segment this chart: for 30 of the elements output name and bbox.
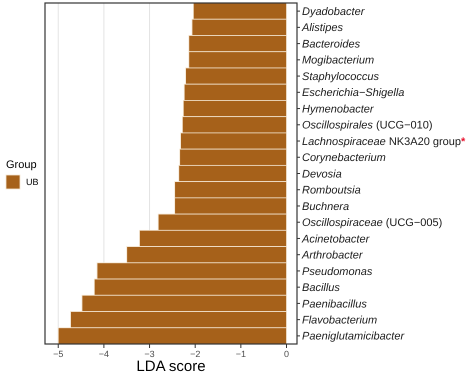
y-tick-label: Dyadobacter <box>302 6 366 18</box>
x-tick-label: 0 <box>284 349 290 359</box>
y-tick-label: Romboutsia <box>302 184 361 197</box>
x-axis-title: LDA score <box>136 358 206 374</box>
y-tick-label: Escherichia−Shigella <box>302 87 404 100</box>
y-tick-label: Arthrobacter <box>301 250 364 262</box>
legend-label: UB <box>26 177 39 188</box>
y-tick-label: Devosia <box>302 168 342 180</box>
y-tick-label: Lachnospiraceae NK3A20 group* <box>302 136 466 148</box>
y-tick-label: Oscillospiraceae (UCG−005) <box>302 217 442 230</box>
y-tick-label: Mogibacterium <box>302 54 374 67</box>
y-tick-label: Alistipes <box>301 22 344 34</box>
x-tick-label: −4 <box>98 349 110 359</box>
x-tick-label: −2 <box>190 349 200 359</box>
y-tick-label: Paenibacillus <box>302 298 368 310</box>
y-tick-label: Hymenobacter <box>302 103 375 116</box>
y-tick-label: Flavobacterium <box>302 314 378 326</box>
y-tick-label: Bacillus <box>302 282 340 294</box>
y-tick-label: Oscillospirales (UCG−010) <box>302 120 433 132</box>
x-tick-label: −1 <box>236 349 246 359</box>
y-tick-label: Corynebacterium <box>302 152 386 164</box>
x-tick-label: −5 <box>53 349 64 359</box>
y-tick-label: Buchnera <box>302 200 350 213</box>
y-tick-label: Bacteroides <box>302 38 361 50</box>
legend-title: Group <box>6 159 37 171</box>
y-tick-label: Acinetobacter <box>301 233 371 246</box>
y-tick-label: Paeniglutamicibacter <box>302 330 406 343</box>
y-tick-label: Pseudomonas <box>302 266 373 278</box>
x-tick-label: −3 <box>144 349 155 359</box>
y-tick-label: Staphylococcus <box>302 70 380 83</box>
